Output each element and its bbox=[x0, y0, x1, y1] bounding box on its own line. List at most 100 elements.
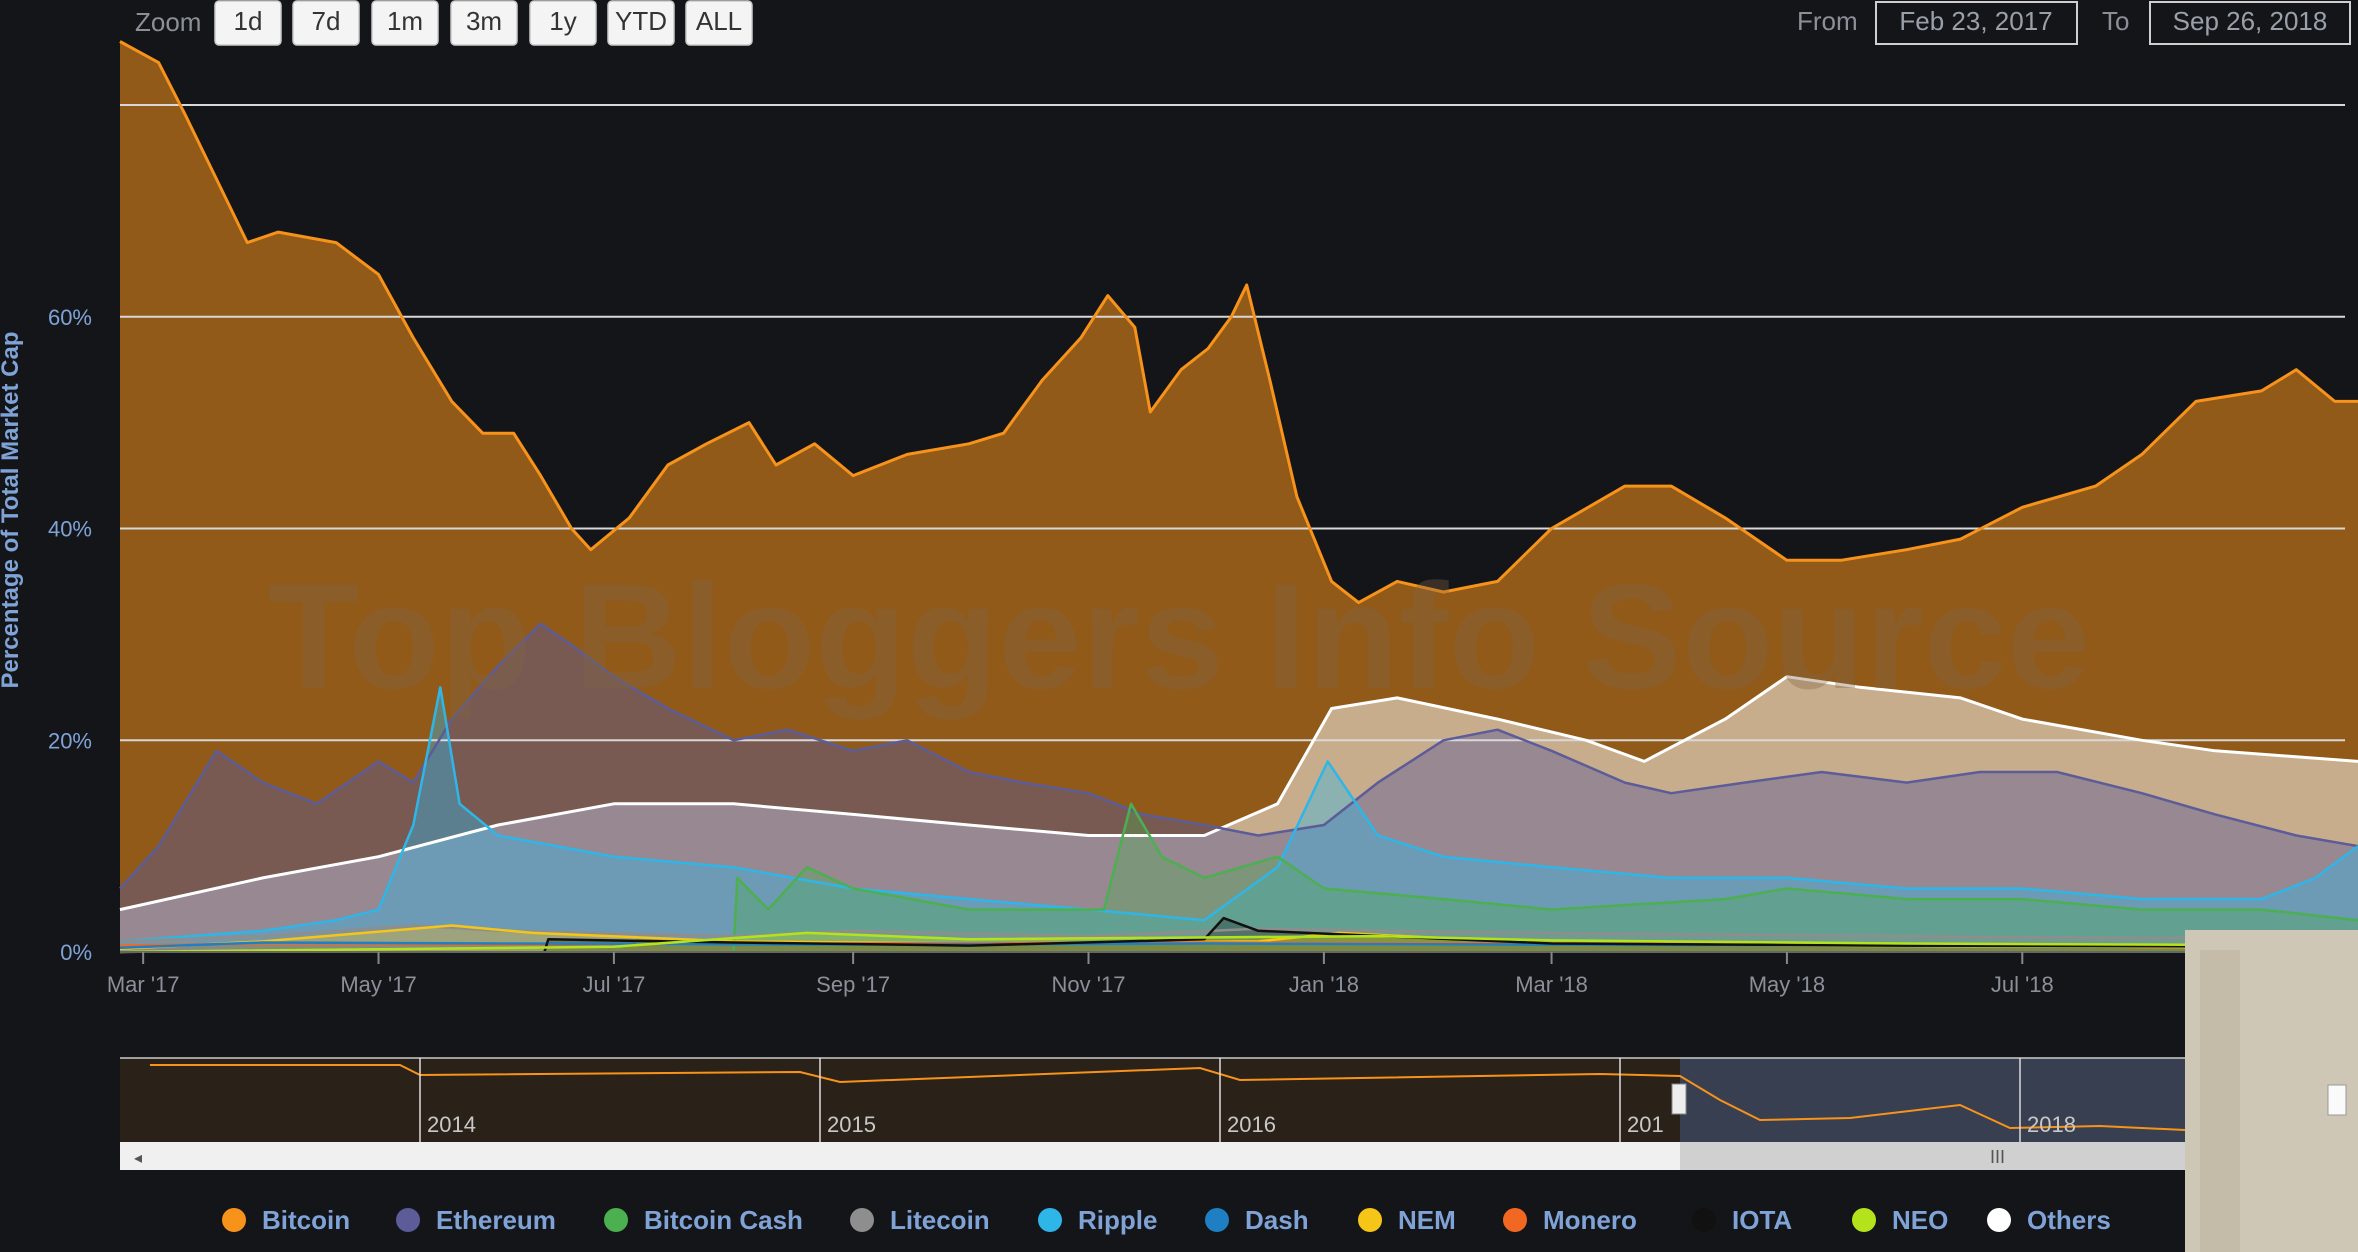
zoom-button-bg bbox=[529, 0, 597, 46]
legend-label: Ripple bbox=[1078, 1205, 1157, 1235]
navigator-year-label: 2016 bbox=[1227, 1112, 1276, 1137]
series-area-nem bbox=[120, 925, 2358, 952]
navigator-year-label: 2014 bbox=[427, 1112, 476, 1137]
navigator-selected-range[interactable] bbox=[1680, 1058, 2185, 1142]
zoom-button-bg bbox=[450, 0, 518, 46]
legend-label: Monero bbox=[1543, 1205, 1637, 1235]
zoom-button-1d[interactable]: 1d bbox=[214, 0, 282, 46]
zoom-button-label: ALL bbox=[696, 6, 742, 36]
navigator-year-label: 2018 bbox=[2027, 1112, 2076, 1137]
legend-item-others[interactable]: Others bbox=[1987, 1205, 2111, 1235]
zoom-button-label: 1y bbox=[549, 6, 576, 36]
legend-item-dash[interactable]: Dash bbox=[1205, 1205, 1309, 1235]
zoom-button-bg bbox=[685, 0, 753, 46]
x-tick-label: Jul '17 bbox=[582, 972, 645, 997]
zoom-button-7d[interactable]: 7d bbox=[292, 0, 360, 46]
legend-label: Bitcoin Cash bbox=[644, 1205, 803, 1235]
series-areas bbox=[120, 41, 2358, 952]
series-line-bitcoin[interactable] bbox=[119, 40, 2358, 605]
legend-marker bbox=[1987, 1208, 2011, 1232]
legend-label: Dash bbox=[1245, 1205, 1309, 1235]
legend-label: IOTA bbox=[1732, 1205, 1792, 1235]
navigator-right-handle[interactable] bbox=[2327, 1084, 2347, 1116]
zoom-button-3m[interactable]: 3m bbox=[450, 0, 518, 46]
series-area-ethereum bbox=[120, 623, 2358, 952]
legend-label: Bitcoin bbox=[262, 1205, 350, 1235]
x-tick-label: May '18 bbox=[1749, 972, 1825, 997]
from-date-input[interactable] bbox=[1875, 1, 2078, 45]
zoom-controls: Zoom 1d 7d 1m 3m 1y YTD ALL bbox=[135, 0, 753, 46]
zoom-button-all[interactable]: ALL bbox=[685, 0, 753, 46]
series-line-neo[interactable] bbox=[119, 931, 2358, 954]
legend-marker bbox=[1038, 1208, 1062, 1232]
x-tick-label: May '17 bbox=[340, 972, 416, 997]
legend-item-neo[interactable]: NEO bbox=[1852, 1205, 1948, 1235]
legend-marker bbox=[1692, 1208, 1716, 1232]
legend-marker bbox=[1852, 1208, 1876, 1232]
video-overlay-shade bbox=[2200, 950, 2240, 1252]
series-lines bbox=[119, 40, 2358, 954]
navigator[interactable]: 2014 2015 2016 201 2018 ◂ III bbox=[120, 1057, 2186, 1170]
legend-item-iota[interactable]: IOTA bbox=[1692, 1205, 1792, 1235]
legend-marker bbox=[1205, 1208, 1229, 1232]
legend-label: Litecoin bbox=[890, 1205, 990, 1235]
from-date-value: Feb 23, 2017 bbox=[1899, 6, 2052, 36]
legend-item-ethereum[interactable]: Ethereum bbox=[396, 1205, 556, 1235]
legend-label: Others bbox=[2027, 1205, 2111, 1235]
to-date-input[interactable] bbox=[2149, 1, 2351, 45]
navigator-left-handle[interactable] bbox=[1671, 1083, 1687, 1115]
from-label: From bbox=[1797, 6, 1858, 36]
legend-marker bbox=[850, 1208, 874, 1232]
to-date-value: Sep 26, 2018 bbox=[2173, 6, 2328, 36]
legend-item-nem[interactable]: NEM bbox=[1358, 1205, 1456, 1235]
y-axis: 0% 20% 40% 60% bbox=[48, 305, 92, 965]
legend-item-ripple[interactable]: Ripple bbox=[1038, 1205, 1157, 1235]
scrollbar-grip-icon: III bbox=[1990, 1147, 2005, 1167]
y-tick-label: 0% bbox=[60, 940, 92, 965]
to-label: To bbox=[2102, 6, 2129, 36]
zoom-label: Zoom bbox=[135, 7, 201, 37]
zoom-button-bg bbox=[607, 0, 675, 46]
legend-marker bbox=[396, 1208, 420, 1232]
x-tick-label: Mar '18 bbox=[1515, 972, 1588, 997]
zoom-button-label: 7d bbox=[312, 6, 341, 36]
legend-marker bbox=[1358, 1208, 1382, 1232]
series-area-ripple bbox=[120, 687, 2358, 952]
y-axis-label: Percentage of Total Market Cap bbox=[0, 332, 24, 689]
x-tick-label: Nov '17 bbox=[1052, 972, 1126, 997]
zoom-button-ytd[interactable]: YTD bbox=[607, 0, 675, 46]
y-tick-label: 20% bbox=[48, 728, 92, 753]
navigator-year-label: 201 bbox=[1627, 1112, 1664, 1137]
x-tick-label: Jul '18 bbox=[1991, 972, 2054, 997]
zoom-button-label: 1m bbox=[387, 6, 423, 36]
series-line-others[interactable] bbox=[119, 675, 2358, 912]
legend-label: Ethereum bbox=[436, 1205, 556, 1235]
zoom-button-label: 3m bbox=[466, 6, 502, 36]
navigator-series-line bbox=[150, 1064, 2186, 1131]
x-tick-label: Jan '18 bbox=[1289, 972, 1359, 997]
y-tick-label: 40% bbox=[48, 517, 92, 542]
navigator-scrollbar-thumb[interactable] bbox=[1680, 1142, 2185, 1170]
legend-item-bitcoin[interactable]: Bitcoin bbox=[222, 1205, 350, 1235]
legend-item-bitcoin-cash[interactable]: Bitcoin Cash bbox=[604, 1205, 803, 1235]
navigator-year-label: 2015 bbox=[827, 1112, 876, 1137]
zoom-button-1y[interactable]: 1y bbox=[529, 0, 597, 46]
zoom-button-1m[interactable]: 1m bbox=[371, 0, 439, 46]
legend-item-litecoin[interactable]: Litecoin bbox=[850, 1205, 990, 1235]
x-axis: Mar '17 May '17 Jul '17 Sep '17 Nov '17 Jan '… bbox=[107, 952, 2054, 997]
legend: Bitcoin Ethereum Bitcoin Cash Litecoin Rippl… bbox=[222, 1205, 2111, 1235]
series-line-litecoin[interactable] bbox=[119, 924, 2358, 943]
legend-item-monero[interactable]: Monero bbox=[1503, 1205, 1637, 1235]
series-line-ripple[interactable] bbox=[119, 686, 2358, 943]
watermark-text: Top Bloggers Info Source bbox=[268, 552, 2090, 720]
legend-marker bbox=[604, 1208, 628, 1232]
zoom-button-bg bbox=[214, 0, 282, 46]
zoom-button-bg bbox=[371, 0, 439, 46]
y-tick-label: 60% bbox=[48, 305, 92, 330]
zoom-button-bg bbox=[292, 0, 360, 46]
date-range: From Feb 23, 2017 To Sep 26, 2018 bbox=[1797, 1, 2351, 45]
scroll-left-arrow-icon[interactable]: ◂ bbox=[134, 1150, 142, 1167]
series-line-bitcoin-cash[interactable] bbox=[732, 802, 2358, 953]
x-tick-label: Sep '17 bbox=[816, 972, 890, 997]
